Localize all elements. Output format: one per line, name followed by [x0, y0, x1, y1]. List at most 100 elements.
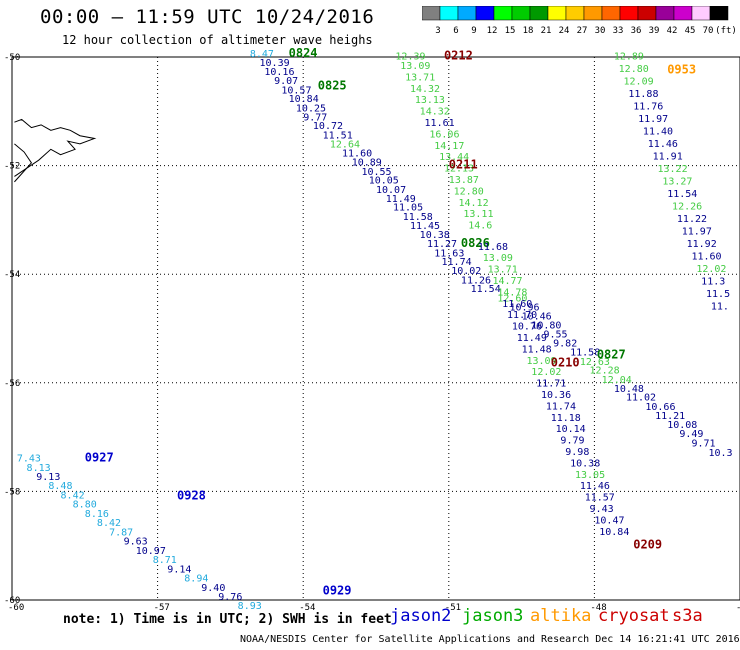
pass-time-label: 0212 — [444, 49, 473, 63]
swh-value-label: 11.70 — [507, 310, 537, 321]
swh-value-label: 12.02 — [531, 367, 561, 378]
swh-value-label: 11.61 — [425, 118, 455, 129]
swh-value-label: 11.48 — [522, 344, 552, 355]
swh-value-label: 8.80 — [73, 500, 97, 511]
swh-value-label: 16.06 — [429, 129, 459, 140]
color-scale-label: 33 — [613, 26, 624, 36]
swh-value-label: 8.16 — [85, 509, 109, 520]
swh-value-label: 12.60 — [497, 293, 527, 304]
swh-value-label: 13.71 — [488, 265, 518, 276]
swh-value-label: 7.87 — [109, 527, 133, 538]
swh-value-label: 13.09 — [526, 356, 556, 367]
color-scale-label: 42 — [667, 26, 678, 36]
coastline-west — [14, 143, 33, 183]
swh-value-label: 10.47 — [594, 515, 624, 526]
swh-value-label: 8.71 — [153, 555, 177, 566]
swh-value-label: 12.09 — [624, 77, 654, 88]
swh-value-label: 9.76 — [218, 592, 242, 603]
swh-value-label: 11.68 — [478, 242, 508, 253]
swh-value-label: 11.92 — [687, 239, 717, 250]
swh-value-label: 13.11 — [463, 209, 493, 220]
x-tick-label: -51 — [445, 603, 461, 610]
coastline-east — [14, 118, 97, 177]
swh-value-label: 11.54 — [471, 284, 501, 295]
swh-value-label: 14.12 — [459, 198, 489, 209]
color-scale-label: (ft) — [715, 26, 737, 36]
pass-time-label: 0953 — [667, 62, 696, 76]
swh-value-label: 11.46 — [648, 139, 678, 150]
swh-value-label: 14.32 — [420, 107, 450, 118]
swh-value-label: 11.58 — [403, 212, 433, 223]
falkland-islands-coastline — [14, 118, 97, 183]
color-scale-label: 3 — [435, 26, 440, 36]
swh-value-label: 10.39 — [260, 58, 290, 69]
swh-value-label: 8.48 — [48, 481, 72, 492]
swh-value-label: 11.51 — [323, 130, 353, 141]
swh-value-label: 10.36 — [541, 390, 571, 401]
y-tick-label: -50 — [4, 53, 20, 63]
x-tick-label: -60 — [8, 603, 24, 610]
swh-value-label: 11.40 — [643, 127, 673, 138]
swh-value-label: 12.13 — [444, 164, 474, 175]
swh-value-label: 11.27 — [427, 239, 457, 250]
y-tick-label: -52 — [4, 162, 20, 172]
pass-time-label: 0825 — [318, 79, 347, 93]
swh-value-label: 9.55 — [543, 330, 567, 341]
swh-value-label: 11.74 — [546, 401, 576, 412]
swh-value-label: 14.32 — [410, 84, 440, 95]
swh-value-label: 9.79 — [560, 436, 584, 447]
swh-value-label: 11.63 — [434, 248, 464, 259]
swh-value-label: 10.72 — [313, 121, 343, 132]
swh-value-label: 12.80 — [454, 186, 484, 197]
swh-value-label: 9.63 — [124, 537, 148, 548]
swh-value-label: 11.60 — [342, 148, 372, 159]
swh-value-label: 12.63 — [580, 357, 610, 368]
swh-value-label: 9.14 — [167, 564, 191, 575]
swh-value-label: 10.80 — [531, 321, 561, 332]
swh-value-label: 13.71 — [405, 72, 435, 83]
pass-time-label: 0826 — [461, 236, 490, 250]
swh-value-label: 9.13 — [36, 472, 60, 483]
y-tick-label: -58 — [4, 487, 20, 497]
color-scale-label: 39 — [649, 26, 660, 36]
color-scale-label: 70 — [703, 26, 714, 36]
swh-value-label: 8.47 — [250, 49, 274, 60]
swh-value-label: 12.64 — [330, 140, 360, 151]
swh-value-label: 12.26 — [672, 202, 702, 213]
wave-height-chart: -60 -57 -54 -51 -48 -45 -50 -52 -54 -56 -58 -60 8.47… — [4, 46, 740, 610]
swh-value-label: 11.49 — [386, 194, 416, 205]
swh-value-label: 11.3 — [701, 277, 725, 288]
swh-value-label: 10.66 — [645, 402, 675, 413]
swh-value-label: 11.5 — [706, 289, 730, 300]
swh-value-label: 10.14 — [556, 424, 586, 435]
swh-value-label: 11. — [711, 301, 729, 312]
swh-value-label: 10.07 — [376, 185, 406, 196]
swh-value-label: 12.39 — [395, 52, 425, 63]
color-scale-label: 30 — [595, 26, 606, 36]
swh-value-label: 13.09 — [483, 253, 513, 264]
swh-value-label: 10.3 — [708, 448, 732, 459]
swh-value-label: 11.21 — [655, 411, 685, 422]
color-scale-label: 36 — [631, 26, 642, 36]
plot-frame — [11, 56, 740, 601]
swh-value-label: 14.78 — [497, 287, 527, 298]
swh-value-label: 11.88 — [628, 89, 658, 100]
swh-value-label: 14.77 — [492, 276, 522, 287]
swh-value-label: 12.04 — [602, 375, 632, 386]
swh-value-label: 9.82 — [553, 338, 577, 349]
swh-value-label: 8.42 — [61, 490, 85, 501]
swh-value-label: 9.43 — [590, 504, 614, 515]
pass-time-label: 0211 — [449, 157, 478, 171]
swh-value-label: 11.22 — [677, 214, 707, 225]
swh-value-label: 11.46 — [580, 481, 610, 492]
swh-value-label: 11.02 — [626, 393, 656, 404]
color-scale-label: 45 — [685, 26, 696, 36]
swh-value-label: 11.91 — [653, 152, 683, 163]
swh-value-label: 11.45 — [410, 221, 440, 232]
swh-value-label: 10.89 — [352, 158, 382, 169]
swh-value-label: 10.38 — [420, 230, 450, 241]
swh-value-label: 11.49 — [517, 333, 547, 344]
color-scale-label: 6 — [453, 26, 458, 36]
color-scale-legend: 3 6 9 12 15 18 21 24 27 30 33 36 39 42 45 70 (ft) — [422, 6, 737, 36]
